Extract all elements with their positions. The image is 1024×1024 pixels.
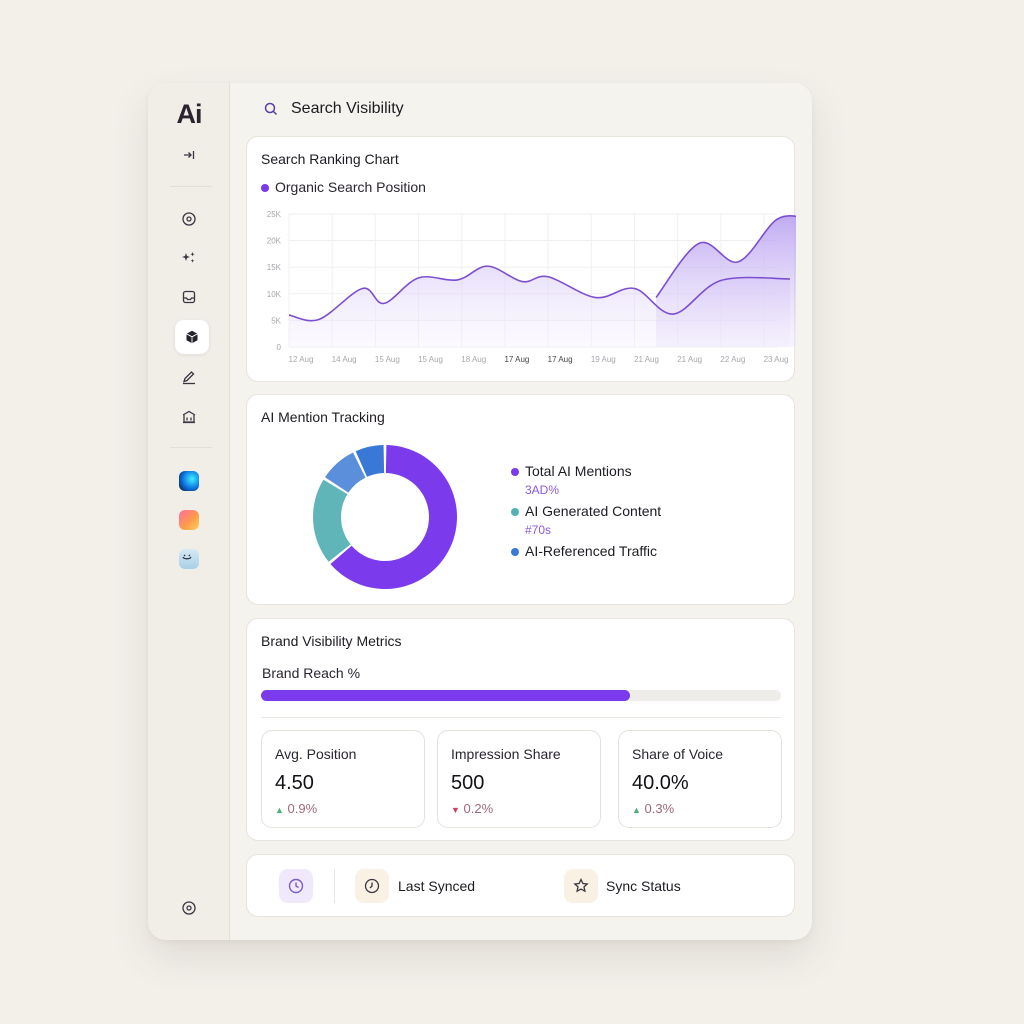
- x-tick-label: 15 Aug: [375, 355, 400, 364]
- x-tick-label: 21 Aug: [677, 355, 702, 364]
- chart-legend: Organic Search Position: [261, 179, 426, 195]
- mention-tracking-card: AI Mention Tracking Total AI Mentions 3A…: [246, 394, 795, 605]
- donut-slice: [355, 445, 385, 477]
- up-arrow-icon: ▲: [632, 805, 641, 815]
- x-tick-label: 14 Aug: [332, 355, 357, 364]
- clock-icon: [355, 869, 389, 903]
- x-tick-label: 12 Aug: [289, 355, 314, 364]
- mention-tracking-title: AI Mention Tracking: [261, 409, 385, 425]
- y-tick-label: 20K: [267, 237, 282, 246]
- brand-visibility-title: Brand Visibility Metrics: [261, 633, 402, 649]
- ranking-chart-card: Search Ranking Chart Organic Search Posi…: [246, 136, 796, 382]
- history-clock-icon[interactable]: [279, 869, 313, 903]
- compass-icon[interactable]: [173, 203, 205, 235]
- search-icon: [264, 102, 278, 116]
- inbox-icon[interactable]: [173, 281, 205, 313]
- legend-label: Total AI Mentions: [525, 463, 632, 479]
- series-area-upper: [656, 215, 796, 347]
- brand-visibility-card: Brand Visibility Metrics Brand Reach % A…: [246, 618, 795, 841]
- divider: [334, 869, 335, 903]
- legend-item-generated-content: AI Generated Content: [511, 503, 661, 521]
- app-tile-blue[interactable]: [173, 465, 205, 497]
- legend-dot: [261, 184, 269, 193]
- metric-value: 40.0%: [632, 772, 689, 794]
- x-tick-label: 17 Aug: [504, 355, 529, 364]
- sparkles-icon[interactable]: [173, 242, 205, 274]
- legend-sub-value: 3AD%: [525, 483, 560, 497]
- brand-reach-label: Brand Reach %: [262, 665, 361, 681]
- metric-delta: ▲ 0.9%: [275, 801, 318, 816]
- up-arrow-icon: ▲: [275, 805, 284, 815]
- app-tile-orange[interactable]: [173, 504, 205, 536]
- ranking-chart-svg: 0 5K 10K 15K 20K 25K 12 Aug 14 Aug 15 Aug 15 Aug 1…: [267, 210, 796, 364]
- legend-label: AI-Referenced Traffic: [525, 543, 658, 559]
- x-tick-label: 19 Aug: [591, 355, 616, 364]
- series-line-upper: [655, 215, 796, 299]
- main-panel: Search Visibility Search Ranking Chart O…: [231, 83, 812, 940]
- metric-card-impression-share[interactable]: Impression Share 500 ▼ 0.2%: [437, 730, 601, 828]
- collapse-arrow-icon[interactable]: [173, 139, 205, 171]
- metric-card-share-of-voice[interactable]: Share of Voice 40.0% ▲ 0.3%: [618, 730, 782, 828]
- metric-value: 500: [451, 772, 485, 794]
- sync-status-label[interactable]: Sync Status: [606, 878, 681, 894]
- divider: [261, 717, 781, 718]
- legend-label: Organic Search Position: [275, 179, 426, 195]
- metric-label: Avg. Position: [275, 746, 357, 762]
- y-tick-label: 25K: [267, 210, 282, 219]
- donut-legend: Total AI Mentions 3AD% AI Generated Cont…: [511, 463, 661, 561]
- legend-item-referenced-traffic: AI-Referenced Traffic: [511, 543, 661, 561]
- bank-icon[interactable]: [173, 401, 205, 433]
- sync-bar: Last Synced Sync Status: [246, 854, 795, 917]
- donut-slice: [324, 452, 366, 493]
- app-tile-face[interactable]: [173, 543, 205, 575]
- y-tick-label: 10K: [267, 290, 282, 299]
- last-synced-label[interactable]: Last Synced: [398, 878, 476, 894]
- app-window: Ai: [148, 83, 812, 940]
- metric-label: Impression Share: [451, 746, 561, 762]
- y-tick-label: 15K: [267, 263, 282, 272]
- x-tick-label: 18 Aug: [461, 355, 486, 364]
- metric-label: Share of Voice: [632, 746, 724, 762]
- y-tick-label: 5K: [271, 316, 281, 325]
- sidebar: Ai: [148, 83, 230, 940]
- legend-sub-value: #70s: [525, 523, 552, 537]
- legend-label: AI Generated Content: [525, 503, 662, 519]
- metric-value: 4.50: [275, 772, 314, 794]
- legend-item-total-mentions: Total AI Mentions: [511, 463, 661, 481]
- donut-slice: [330, 445, 457, 589]
- brand-reach-progress: [261, 690, 781, 701]
- x-tick-label: 15 Aug: [418, 355, 443, 364]
- metric-delta: ▼ 0.2%: [451, 801, 494, 816]
- down-arrow-icon: ▼: [451, 805, 460, 815]
- brand-reach-fill: [261, 690, 631, 701]
- pen-icon[interactable]: [173, 361, 205, 393]
- search-header[interactable]: Search Visibility: [263, 100, 404, 118]
- metric-delta: ▲ 0.3%: [632, 801, 675, 816]
- y-tick-label: 0: [277, 343, 282, 352]
- metric-card-avg-position[interactable]: Avg. Position 4.50 ▲ 0.9%: [261, 730, 425, 828]
- cube-icon[interactable]: [175, 320, 209, 354]
- settings-circle-icon[interactable]: [173, 892, 205, 924]
- page-title: Search Visibility: [291, 100, 404, 117]
- series-line: [288, 265, 790, 322]
- donut-slice: [313, 479, 351, 562]
- x-tick-label: 21 Aug: [634, 355, 659, 364]
- x-tick-label: 17 Aug: [548, 355, 573, 364]
- star-icon: [564, 869, 598, 903]
- logo: Ai: [176, 99, 203, 129]
- x-tick-label: 23 Aug: [764, 355, 789, 364]
- donut-chart: [313, 445, 457, 589]
- ranking-chart-title: Search Ranking Chart: [261, 151, 399, 167]
- x-tick-label: 22 Aug: [720, 355, 745, 364]
